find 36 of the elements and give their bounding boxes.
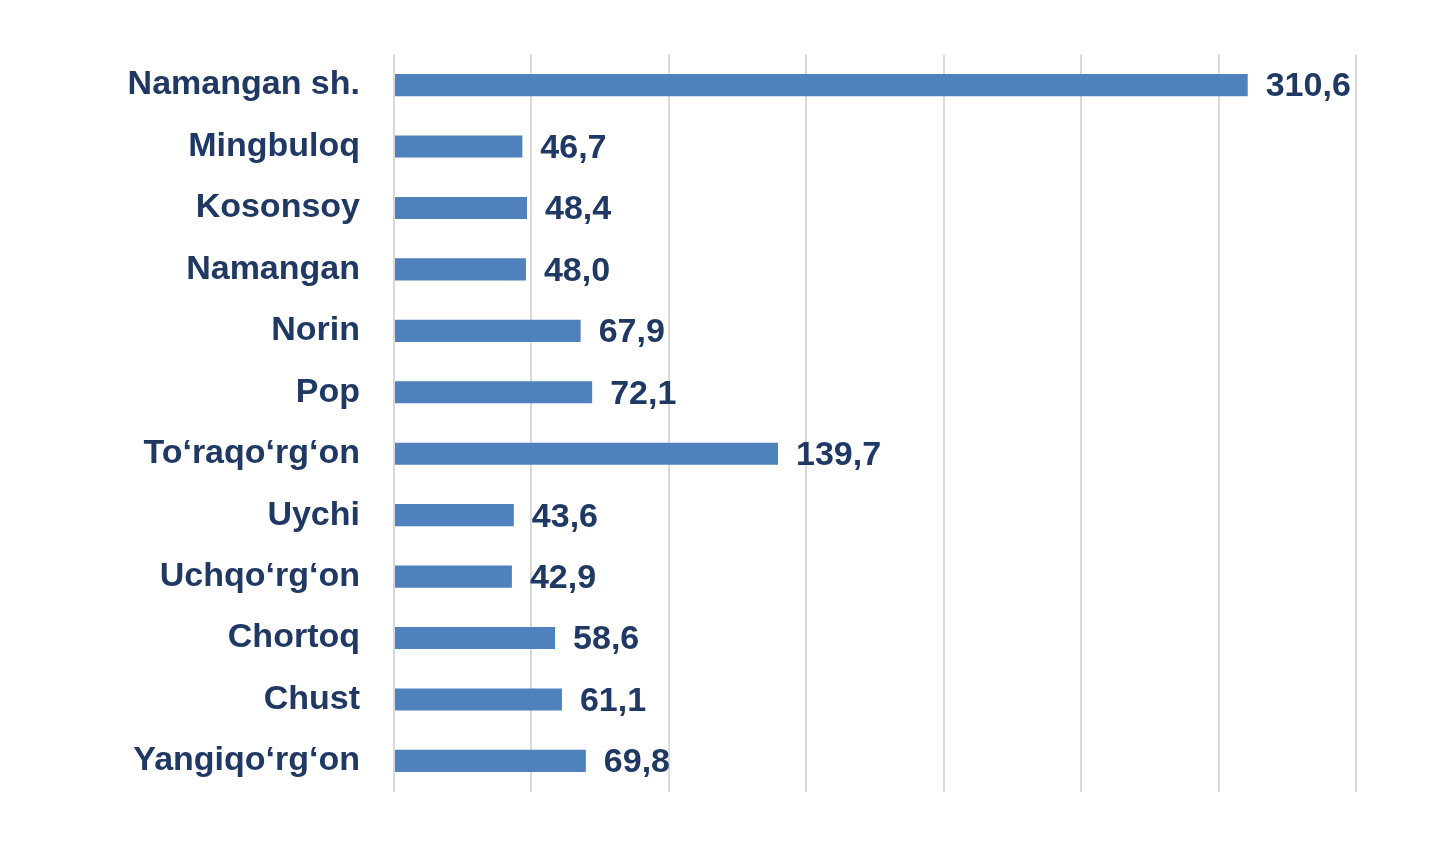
data-label: 72,1 (610, 372, 677, 411)
data-label: 48,0 (543, 249, 611, 288)
bar (395, 319, 581, 342)
y-tick-label: Namangan sh. (127, 63, 360, 102)
data-label: 67,9 (598, 311, 665, 350)
y-tick-label: Yangiqo‘rg‘on (133, 739, 360, 778)
data-label: 42,9 (529, 556, 597, 595)
y-tick-label: To‘raqo‘rg‘on (143, 432, 360, 471)
data-label: 139,7 (795, 434, 882, 473)
y-tick-label: Pop (295, 370, 360, 409)
data-label: 48,4 (545, 188, 612, 227)
y-tick-label: Mingbuloq (188, 124, 360, 163)
data-label: 310,6 (1265, 65, 1351, 104)
y-tick-label: Uychi (267, 493, 360, 532)
y-tick-label: Uchqo‘rg‘on (159, 554, 360, 593)
bar (395, 258, 526, 281)
y-tick-label: Chortoq (227, 616, 360, 655)
bar (395, 442, 778, 465)
data-label: 69,8 (603, 741, 671, 780)
bar (395, 381, 593, 404)
bar (395, 626, 556, 650)
bar (395, 196, 528, 220)
bar (395, 135, 523, 158)
y-tick-label: Kosonsoy (195, 186, 361, 225)
bar (395, 688, 562, 711)
data-label: 61,1 (579, 679, 647, 718)
y-tick-label: Chust (263, 677, 360, 716)
bar (395, 74, 1248, 97)
data-label: 46,7 (540, 126, 607, 165)
data-label: 58,6 (573, 618, 640, 657)
y-tick-label: Namangan (186, 247, 360, 286)
y-tick-label: Norin (271, 309, 360, 348)
bar (395, 749, 586, 772)
bar (395, 565, 512, 588)
data-label: 43,6 (531, 495, 599, 534)
bar (395, 504, 514, 527)
